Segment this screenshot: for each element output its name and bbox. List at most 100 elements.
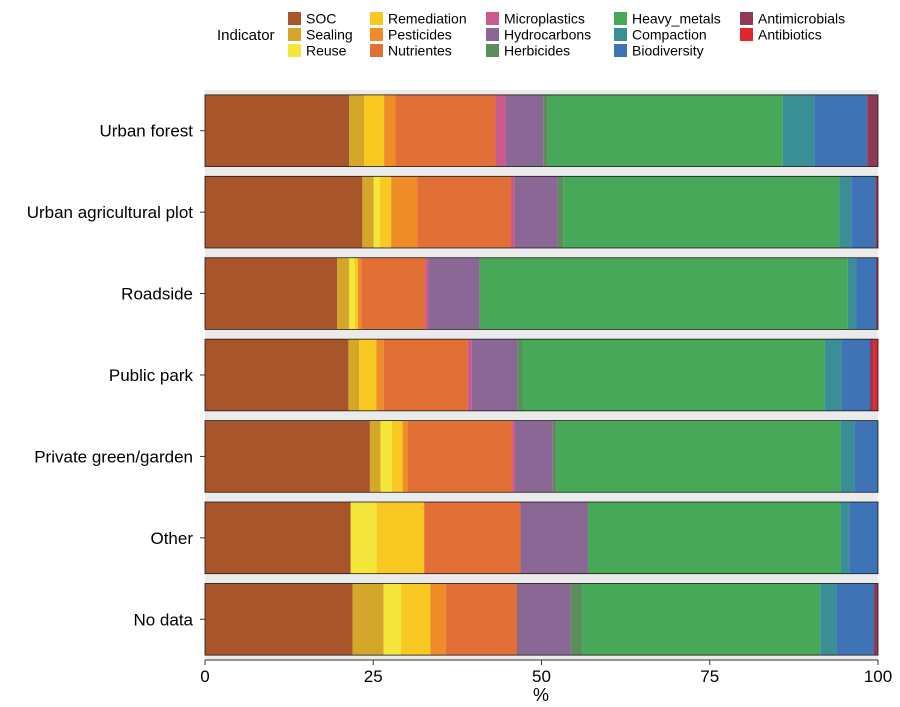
- bar-segment-public-park-soc: [205, 339, 349, 411]
- legend-swatch: [614, 28, 627, 41]
- bar-segment-private-green-garden-compaction: [840, 420, 855, 493]
- legend-item-remediation: Remediation: [370, 11, 467, 27]
- y-tick-label: Urban agricultural plot: [27, 203, 194, 222]
- bar-segment-roadside-biodiversity: [856, 257, 876, 330]
- bar-outline: [204, 501, 879, 575]
- bar-segment-other-nutrientes: [424, 502, 521, 574]
- bar-row-public-park: [204, 338, 879, 412]
- x-tick-label: 100: [864, 667, 892, 686]
- legend-label: Hydrocarbons: [504, 27, 591, 43]
- bar-segment-urban-forest-remediation: [364, 94, 385, 167]
- y-tick-label: Urban forest: [99, 122, 193, 141]
- bar-segment-private-green-garden-biodiversity: [854, 420, 878, 493]
- legend-label: Pesticides: [388, 27, 452, 43]
- bar-segment-public-park-remediation: [359, 339, 377, 411]
- bar-outline: [204, 94, 879, 167]
- bar-segment-urban-forest-microplastics: [495, 94, 506, 167]
- legend-label: Compaction: [632, 27, 707, 43]
- x-tick-label: 50: [532, 667, 551, 686]
- y-tick-label: No data: [133, 610, 193, 629]
- legend-label: Antibiotics: [758, 27, 822, 43]
- legend-label: Biodiversity: [632, 43, 704, 59]
- bar-segment-private-green-garden-reuse: [380, 420, 392, 493]
- x-axis-title: %: [533, 685, 549, 705]
- legend-item-biodiversity: Biodiversity: [614, 43, 704, 59]
- bar-row-no-data: [204, 583, 879, 656]
- bar-segment-roadside-reuse: [349, 257, 355, 330]
- bar-segment-no-data-sealing: [352, 583, 384, 656]
- y-tick-label: Other: [150, 529, 193, 548]
- x-tick-label: 0: [200, 667, 209, 686]
- bar-segment-private-green-garden-heavy-metals: [556, 420, 841, 493]
- legend-item-pesticides: Pesticides: [370, 27, 452, 43]
- bar-segment-public-park-pesticides: [376, 339, 384, 411]
- y-tick-label: Public park: [109, 366, 194, 385]
- bar-segment-public-park-sealing: [348, 339, 360, 411]
- bar-segment-urban-agricultural-plot-soc: [205, 176, 363, 248]
- legend-label: Nutrientes: [388, 43, 452, 59]
- bar-segment-public-park-microplastics: [467, 339, 472, 411]
- legend-swatch: [370, 28, 383, 41]
- legend-item-heavy-metals: Heavy_metals: [614, 11, 721, 27]
- bar-outline: [204, 338, 879, 412]
- legend-label: Heavy_metals: [632, 11, 721, 27]
- legend-item-antibiotics: Antibiotics: [740, 27, 822, 43]
- bar-segment-urban-agricultural-plot-nutrientes: [417, 176, 512, 248]
- legend-swatch: [370, 44, 383, 57]
- legend-swatch: [288, 12, 301, 25]
- legend-label: Reuse: [306, 43, 347, 59]
- bar-segment-urban-agricultural-plot-pesticides: [391, 176, 418, 248]
- legend-item-antimicrobials: Antimicrobials: [740, 11, 845, 27]
- bar-segment-no-data-hydrocarbons: [517, 583, 571, 656]
- legend-swatch: [370, 12, 383, 25]
- bar-segment-roadside-heavy-metals: [479, 257, 848, 330]
- bar-segment-urban-forest-compaction: [782, 94, 815, 167]
- bar-segment-no-data-pesticides: [430, 583, 446, 656]
- bar-segment-private-green-garden-microplastics: [512, 420, 516, 493]
- bar-segment-private-green-garden-sealing: [369, 420, 381, 493]
- legend-swatch: [288, 44, 301, 57]
- y-tick-label: Roadside: [121, 285, 193, 304]
- bar-segment-public-park-nutrientes: [383, 339, 468, 411]
- legend-label: Microplastics: [504, 11, 585, 27]
- bar-segment-urban-forest-biodiversity: [814, 94, 868, 167]
- bar-segment-urban-agricultural-plot-microplastics: [511, 176, 515, 248]
- x-tick-label: 75: [700, 667, 719, 686]
- legend-label: Antimicrobials: [758, 11, 845, 27]
- bar-row-urban-forest: [204, 94, 879, 167]
- bar-segment-other-heavy-metals: [587, 502, 841, 574]
- bar-segment-urban-forest-herbicides: [543, 94, 548, 167]
- bar-segment-urban-agricultural-plot-sealing: [362, 176, 374, 248]
- legend-label: Remediation: [388, 11, 467, 27]
- bar-segment-private-green-garden-soc: [205, 420, 370, 493]
- legend-label: Herbicides: [504, 43, 570, 59]
- bar-segment-no-data-remediation: [400, 583, 431, 656]
- legend-swatch: [614, 12, 627, 25]
- bar-row-private-green-garden: [204, 420, 879, 493]
- legend-item-microplastics: Microplastics: [486, 11, 585, 27]
- bar-segment-roadside-sealing: [337, 257, 350, 330]
- bar-outline: [204, 257, 879, 330]
- bar-segment-urban-agricultural-plot-herbicides: [557, 176, 564, 248]
- bar-segment-other-remediation: [376, 502, 425, 574]
- bar-segment-roadside-antimicrobials: [875, 257, 878, 330]
- legend-item-compaction: Compaction: [614, 27, 707, 43]
- legend-item-nutrientes: Nutrientes: [370, 43, 452, 59]
- legend-swatch: [740, 12, 753, 25]
- bar-segment-other-hydrocarbons: [520, 502, 588, 574]
- bar-segment-private-green-garden-nutrientes: [407, 420, 513, 493]
- bar-segment-urban-agricultural-plot-biodiversity: [851, 176, 876, 248]
- legend-item-sealing: Sealing: [288, 27, 353, 43]
- y-tick-label: Private green/garden: [34, 447, 193, 466]
- bar-segment-urban-forest-hydrocarbons: [505, 94, 544, 167]
- bar-segment-other-reuse: [350, 502, 377, 574]
- bar-segment-roadside-pesticides: [357, 257, 362, 330]
- bar-segment-no-data-nutrientes: [445, 583, 518, 656]
- bar-segment-urban-agricultural-plot-compaction: [839, 176, 852, 248]
- bar-segment-urban-forest-heavy-metals: [547, 94, 783, 167]
- bar-segment-no-data-compaction: [820, 583, 837, 656]
- bar-segment-other-compaction: [840, 502, 850, 574]
- bar-segment-public-park-compaction: [824, 339, 842, 411]
